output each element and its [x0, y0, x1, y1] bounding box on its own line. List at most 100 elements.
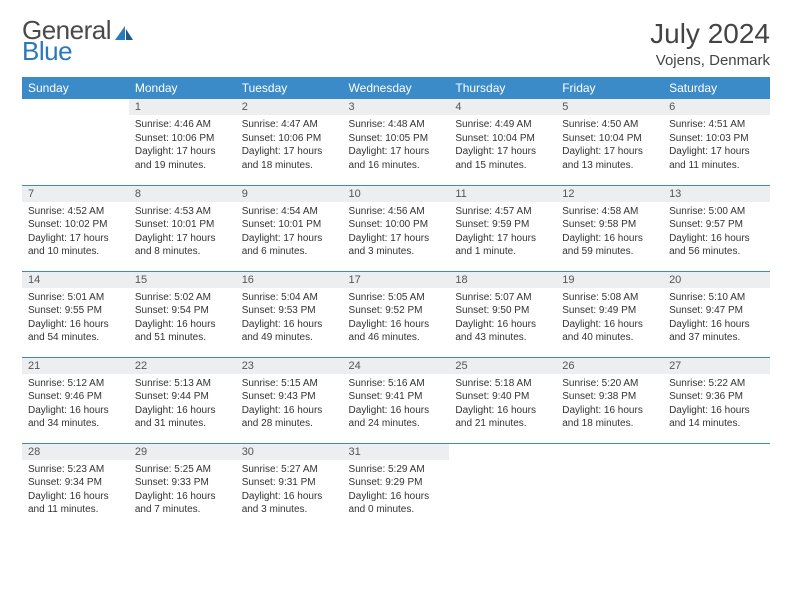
sunset-text: Sunset: 10:01 PM	[135, 218, 230, 232]
day-number: 5	[556, 99, 663, 115]
calendar-row: 7Sunrise: 4:52 AMSunset: 10:02 PMDayligh…	[22, 185, 770, 271]
daylight-text-2: and 6 minutes.	[242, 245, 337, 259]
sunset-text: Sunset: 9:31 PM	[242, 476, 337, 490]
daylight-text-2: and 0 minutes.	[349, 503, 444, 517]
calendar-cell	[556, 443, 663, 529]
weekday-header: Wednesday	[343, 77, 450, 99]
day-details: Sunrise: 5:16 AMSunset: 9:41 PMDaylight:…	[343, 374, 450, 435]
sunrise-text: Sunrise: 5:29 AM	[349, 463, 444, 477]
calendar-cell: 5Sunrise: 4:50 AMSunset: 10:04 PMDayligh…	[556, 99, 663, 185]
daylight-text-1: Daylight: 17 hours	[455, 232, 550, 246]
daylight-text-2: and 1 minute.	[455, 245, 550, 259]
day-number: 7	[22, 186, 129, 202]
sunset-text: Sunset: 9:43 PM	[242, 390, 337, 404]
calendar-cell: 25Sunrise: 5:18 AMSunset: 9:40 PMDayligh…	[449, 357, 556, 443]
daylight-text-1: Daylight: 16 hours	[28, 490, 123, 504]
day-details: Sunrise: 4:51 AMSunset: 10:03 PMDaylight…	[663, 115, 770, 176]
daylight-text-2: and 24 minutes.	[349, 417, 444, 431]
daylight-text-1: Daylight: 16 hours	[242, 404, 337, 418]
day-details: Sunrise: 4:57 AMSunset: 9:59 PMDaylight:…	[449, 202, 556, 263]
sunrise-text: Sunrise: 5:20 AM	[562, 377, 657, 391]
daylight-text-1: Daylight: 16 hours	[242, 490, 337, 504]
sunrise-text: Sunrise: 4:46 AM	[135, 118, 230, 132]
daylight-text-2: and 59 minutes.	[562, 245, 657, 259]
day-details: Sunrise: 5:20 AMSunset: 9:38 PMDaylight:…	[556, 374, 663, 435]
sunrise-text: Sunrise: 5:12 AM	[28, 377, 123, 391]
sunrise-text: Sunrise: 4:48 AM	[349, 118, 444, 132]
sunrise-text: Sunrise: 4:51 AM	[669, 118, 764, 132]
day-details: Sunrise: 4:49 AMSunset: 10:04 PMDaylight…	[449, 115, 556, 176]
daylight-text-1: Daylight: 17 hours	[562, 145, 657, 159]
daylight-text-1: Daylight: 17 hours	[455, 145, 550, 159]
daylight-text-2: and 37 minutes.	[669, 331, 764, 345]
daylight-text-1: Daylight: 16 hours	[28, 318, 123, 332]
calendar-cell: 31Sunrise: 5:29 AMSunset: 9:29 PMDayligh…	[343, 443, 450, 529]
sunset-text: Sunset: 9:38 PM	[562, 390, 657, 404]
daylight-text-1: Daylight: 17 hours	[242, 232, 337, 246]
calendar-cell: 11Sunrise: 4:57 AMSunset: 9:59 PMDayligh…	[449, 185, 556, 271]
sail-icon	[113, 21, 135, 39]
day-number: 19	[556, 272, 663, 288]
daylight-text-1: Daylight: 16 hours	[562, 318, 657, 332]
sunset-text: Sunset: 9:47 PM	[669, 304, 764, 318]
sunset-text: Sunset: 10:04 PM	[455, 132, 550, 146]
calendar-cell: 14Sunrise: 5:01 AMSunset: 9:55 PMDayligh…	[22, 271, 129, 357]
daylight-text-1: Daylight: 17 hours	[242, 145, 337, 159]
day-details: Sunrise: 5:18 AMSunset: 9:40 PMDaylight:…	[449, 374, 556, 435]
day-number: 28	[22, 444, 129, 460]
sunset-text: Sunset: 9:40 PM	[455, 390, 550, 404]
calendar-table: Sunday Monday Tuesday Wednesday Thursday…	[22, 77, 770, 529]
day-number: 26	[556, 358, 663, 374]
calendar-cell: 29Sunrise: 5:25 AMSunset: 9:33 PMDayligh…	[129, 443, 236, 529]
daylight-text-1: Daylight: 17 hours	[28, 232, 123, 246]
logo: GeneralBlue	[22, 18, 135, 63]
calendar-cell: 28Sunrise: 5:23 AMSunset: 9:34 PMDayligh…	[22, 443, 129, 529]
day-number: 12	[556, 186, 663, 202]
daylight-text-2: and 8 minutes.	[135, 245, 230, 259]
weekday-header: Friday	[556, 77, 663, 99]
day-details: Sunrise: 4:46 AMSunset: 10:06 PMDaylight…	[129, 115, 236, 176]
calendar-cell: 9Sunrise: 4:54 AMSunset: 10:01 PMDayligh…	[236, 185, 343, 271]
calendar-cell: 30Sunrise: 5:27 AMSunset: 9:31 PMDayligh…	[236, 443, 343, 529]
title-block: July 2024 Vojens, Denmark	[650, 18, 770, 69]
daylight-text-2: and 51 minutes.	[135, 331, 230, 345]
calendar-cell: 17Sunrise: 5:05 AMSunset: 9:52 PMDayligh…	[343, 271, 450, 357]
logo-text-2: Blue	[22, 39, 135, 64]
sunset-text: Sunset: 9:55 PM	[28, 304, 123, 318]
day-details: Sunrise: 5:04 AMSunset: 9:53 PMDaylight:…	[236, 288, 343, 349]
day-number: 18	[449, 272, 556, 288]
day-details: Sunrise: 5:01 AMSunset: 9:55 PMDaylight:…	[22, 288, 129, 349]
daylight-text-2: and 40 minutes.	[562, 331, 657, 345]
sunset-text: Sunset: 9:50 PM	[455, 304, 550, 318]
daylight-text-1: Daylight: 16 hours	[455, 318, 550, 332]
day-details: Sunrise: 5:10 AMSunset: 9:47 PMDaylight:…	[663, 288, 770, 349]
sunrise-text: Sunrise: 4:52 AM	[28, 205, 123, 219]
daylight-text-1: Daylight: 16 hours	[349, 318, 444, 332]
day-details: Sunrise: 4:48 AMSunset: 10:05 PMDaylight…	[343, 115, 450, 176]
sunrise-text: Sunrise: 4:53 AM	[135, 205, 230, 219]
day-details: Sunrise: 5:29 AMSunset: 9:29 PMDaylight:…	[343, 460, 450, 521]
sunset-text: Sunset: 9:44 PM	[135, 390, 230, 404]
calendar-cell: 15Sunrise: 5:02 AMSunset: 9:54 PMDayligh…	[129, 271, 236, 357]
sunrise-text: Sunrise: 5:01 AM	[28, 291, 123, 305]
daylight-text-2: and 34 minutes.	[28, 417, 123, 431]
calendar-cell: 23Sunrise: 5:15 AMSunset: 9:43 PMDayligh…	[236, 357, 343, 443]
daylight-text-1: Daylight: 16 hours	[349, 404, 444, 418]
sunrise-text: Sunrise: 5:22 AM	[669, 377, 764, 391]
sunset-text: Sunset: 9:33 PM	[135, 476, 230, 490]
day-details: Sunrise: 5:02 AMSunset: 9:54 PMDaylight:…	[129, 288, 236, 349]
calendar-cell: 2Sunrise: 4:47 AMSunset: 10:06 PMDayligh…	[236, 99, 343, 185]
sunrise-text: Sunrise: 4:47 AM	[242, 118, 337, 132]
header: GeneralBlue July 2024 Vojens, Denmark	[22, 18, 770, 69]
calendar-cell: 21Sunrise: 5:12 AMSunset: 9:46 PMDayligh…	[22, 357, 129, 443]
calendar-cell: 8Sunrise: 4:53 AMSunset: 10:01 PMDayligh…	[129, 185, 236, 271]
day-details: Sunrise: 4:56 AMSunset: 10:00 PMDaylight…	[343, 202, 450, 263]
daylight-text-1: Daylight: 17 hours	[135, 232, 230, 246]
daylight-text-2: and 18 minutes.	[562, 417, 657, 431]
calendar-row: 1Sunrise: 4:46 AMSunset: 10:06 PMDayligh…	[22, 99, 770, 185]
daylight-text-2: and 46 minutes.	[349, 331, 444, 345]
day-number: 14	[22, 272, 129, 288]
sunrise-text: Sunrise: 5:23 AM	[28, 463, 123, 477]
calendar-cell: 27Sunrise: 5:22 AMSunset: 9:36 PMDayligh…	[663, 357, 770, 443]
sunset-text: Sunset: 10:04 PM	[562, 132, 657, 146]
